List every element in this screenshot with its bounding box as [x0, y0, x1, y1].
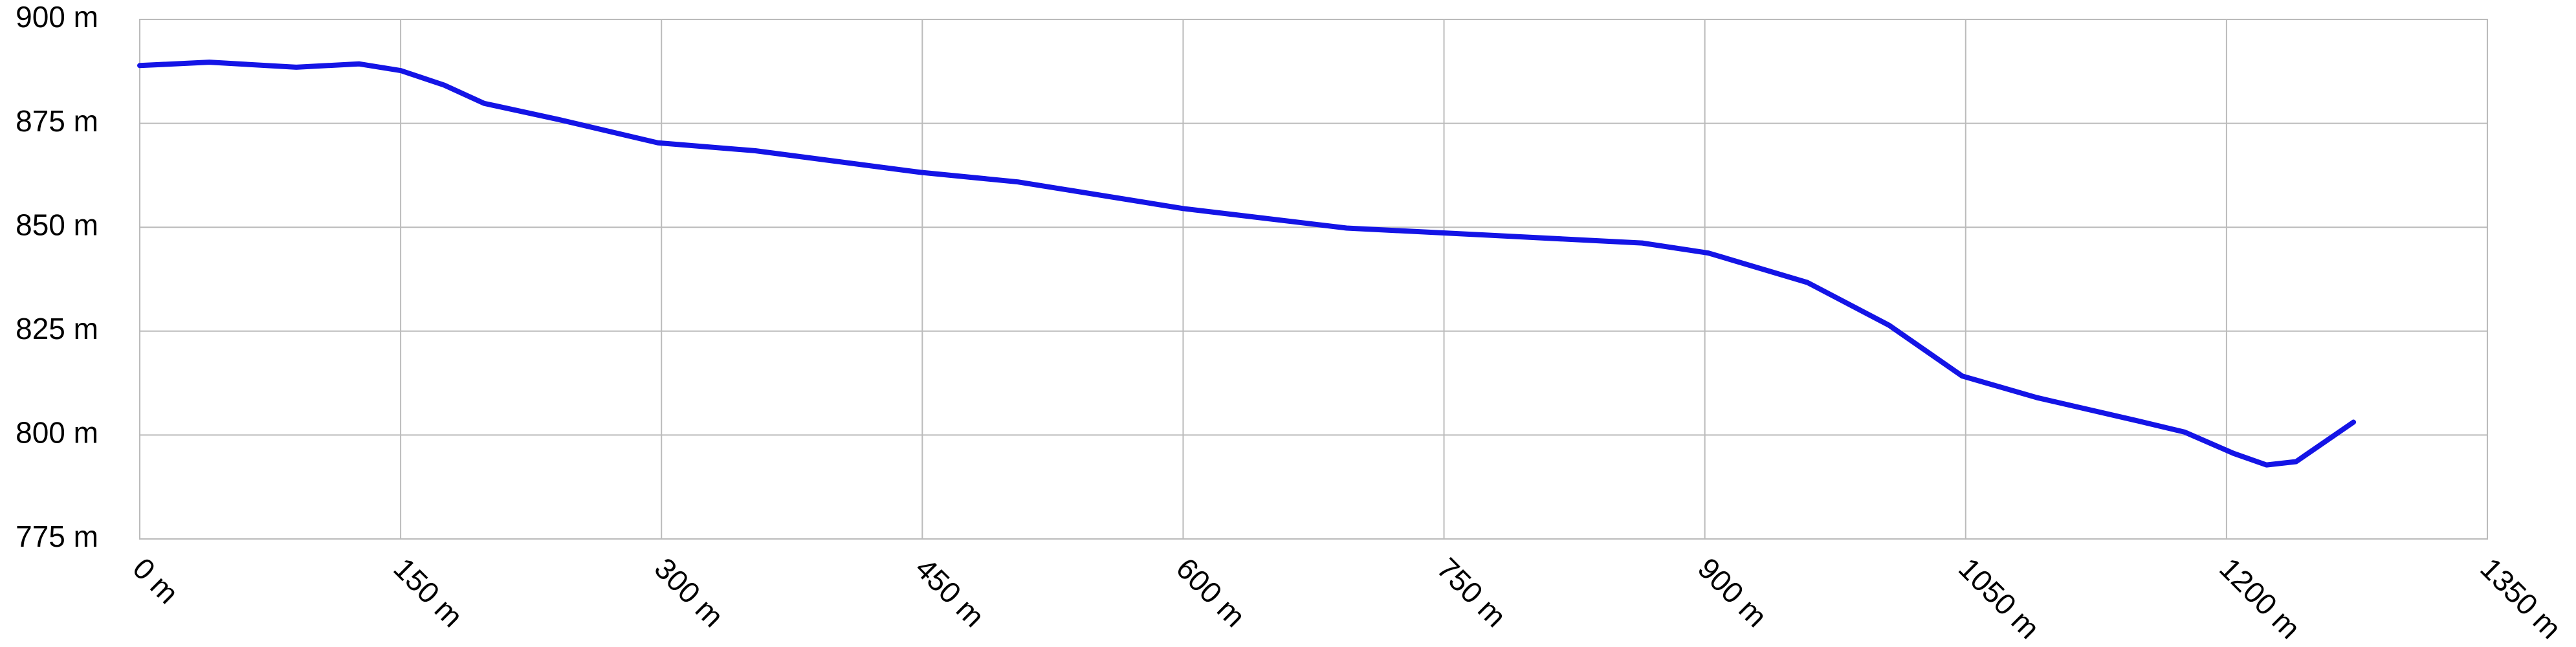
y-tick-label: 825 m	[16, 312, 98, 345]
y-tick-label: 875 m	[16, 104, 98, 138]
y-tick-label: 775 m	[16, 520, 98, 553]
x-tick-label: 450 m	[909, 551, 991, 633]
x-tick-label: 0 m	[126, 551, 185, 610]
y-tick-label: 850 m	[16, 208, 98, 241]
plot-frame	[139, 19, 2488, 540]
x-tick-label: 1050 m	[1952, 551, 2046, 645]
x-tick-label: 300 m	[648, 551, 731, 633]
x-tick-label: 150 m	[387, 551, 469, 633]
y-tick-label: 800 m	[16, 416, 98, 450]
x-tick-label: 750 m	[1431, 551, 1513, 633]
x-tick-label: 1350 m	[2474, 551, 2568, 645]
x-tick-label: 1200 m	[2213, 551, 2307, 645]
y-tick-label: 900 m	[16, 0, 98, 34]
x-tick-label: 600 m	[1170, 551, 1252, 633]
line	[137, 60, 2357, 468]
x-tick-label: 900 m	[1691, 551, 1774, 633]
